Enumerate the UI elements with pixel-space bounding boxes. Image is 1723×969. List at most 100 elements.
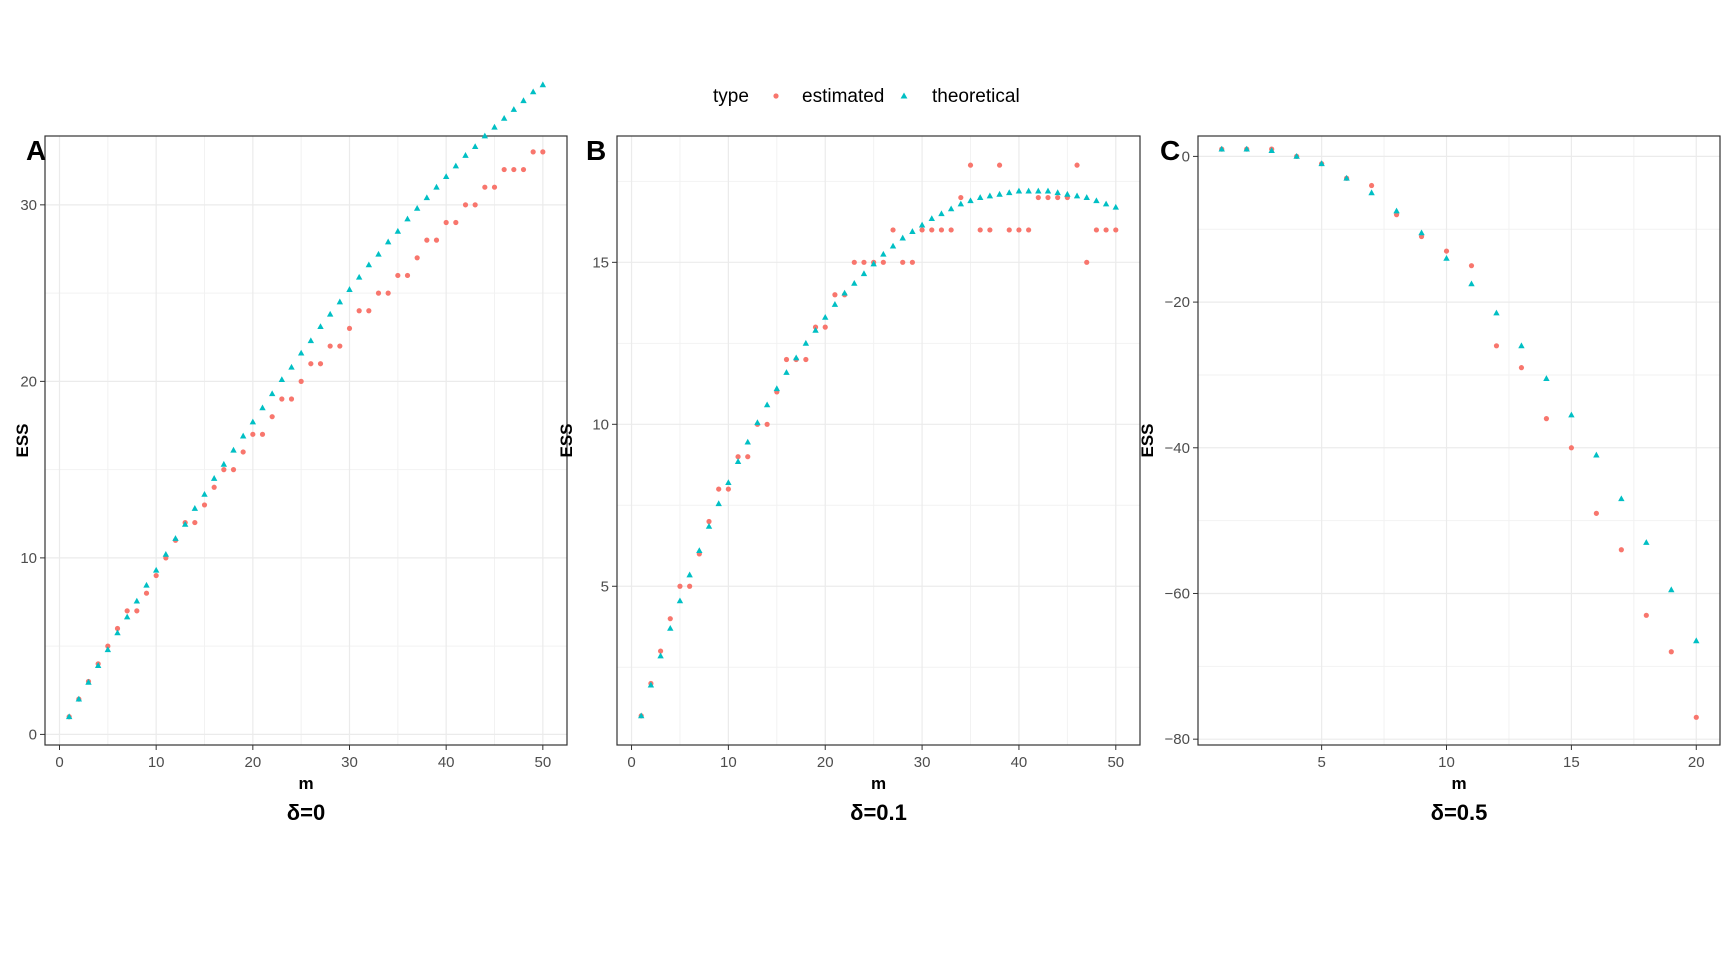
series-estimated bbox=[66, 149, 546, 720]
y-tick-label: 0 bbox=[1182, 148, 1190, 165]
point-estimated bbox=[851, 259, 857, 265]
point-theoretical bbox=[249, 418, 257, 425]
panel-border bbox=[1197, 135, 1721, 746]
point-estimated bbox=[783, 356, 790, 363]
point-estimated bbox=[861, 259, 867, 265]
point-theoretical bbox=[860, 270, 868, 277]
point-estimated bbox=[337, 343, 343, 349]
point-theoretical bbox=[259, 404, 266, 411]
point-theoretical bbox=[1368, 189, 1375, 196]
point-theoretical bbox=[725, 479, 732, 486]
point-theoretical bbox=[114, 629, 121, 636]
point-theoretical bbox=[1393, 207, 1400, 214]
point-theoretical bbox=[191, 505, 199, 511]
legend-estimated-label: estimated bbox=[802, 86, 884, 107]
point-theoretical bbox=[676, 597, 684, 604]
point-estimated bbox=[143, 590, 150, 596]
point-theoretical bbox=[851, 279, 858, 286]
point-theoretical bbox=[423, 194, 431, 201]
point-theoretical bbox=[938, 210, 945, 217]
point-theoretical bbox=[909, 228, 916, 234]
point-theoretical bbox=[326, 310, 334, 317]
point-theoretical bbox=[1243, 145, 1250, 152]
x-tick-label: 50 bbox=[1107, 754, 1124, 771]
point-estimated bbox=[201, 502, 208, 508]
legend-theoretical-key bbox=[900, 92, 908, 99]
point-estimated bbox=[346, 325, 353, 332]
point-theoretical bbox=[763, 401, 771, 408]
point-estimated bbox=[1035, 194, 1041, 201]
point-estimated bbox=[735, 454, 741, 460]
point-theoretical bbox=[268, 390, 276, 397]
point-theoretical bbox=[1493, 309, 1500, 316]
y-tick-label: 20 bbox=[20, 373, 37, 390]
point-theoretical bbox=[1035, 187, 1042, 194]
point-estimated bbox=[317, 361, 324, 367]
point-estimated bbox=[667, 616, 673, 622]
panel-tag: A bbox=[26, 135, 46, 166]
point-estimated bbox=[1518, 365, 1525, 371]
x-tick-label: 0 bbox=[55, 754, 63, 771]
point-theoretical bbox=[462, 152, 469, 158]
x-tick-label: 20 bbox=[244, 754, 261, 771]
point-estimated bbox=[1084, 259, 1090, 265]
y-tick-label: 30 bbox=[20, 197, 37, 214]
point-estimated bbox=[1006, 227, 1012, 233]
point-theoretical bbox=[500, 114, 508, 121]
legend: type estimated theoretical bbox=[713, 86, 1020, 107]
point-theoretical bbox=[986, 192, 994, 199]
x-tick-label: 30 bbox=[341, 754, 358, 771]
point-theoretical bbox=[754, 419, 761, 426]
point-estimated bbox=[929, 227, 935, 233]
point-theoretical bbox=[1268, 147, 1275, 153]
series-theoretical bbox=[65, 81, 547, 720]
point-estimated bbox=[250, 431, 256, 437]
point-theoretical bbox=[1468, 280, 1475, 287]
point-estimated bbox=[530, 149, 536, 155]
point-estimated bbox=[958, 194, 964, 201]
point-estimated bbox=[1493, 343, 1500, 349]
point-estimated bbox=[443, 219, 449, 226]
point-estimated bbox=[803, 356, 809, 363]
panel-caption: δ=0.1 bbox=[850, 800, 907, 825]
x-tick-label: 20 bbox=[1688, 754, 1705, 771]
point-theoretical bbox=[278, 376, 286, 382]
point-theoretical bbox=[210, 475, 218, 481]
point-estimated bbox=[433, 237, 440, 243]
point-theoretical bbox=[394, 227, 402, 234]
point-theoretical bbox=[539, 81, 547, 88]
point-theoretical bbox=[94, 662, 102, 668]
point-estimated bbox=[385, 290, 391, 296]
point-theoretical bbox=[1618, 495, 1625, 502]
point-theoretical bbox=[375, 250, 382, 257]
point-theoretical bbox=[889, 242, 897, 249]
point-estimated bbox=[1468, 263, 1475, 269]
panel-border bbox=[44, 135, 568, 746]
point-estimated bbox=[482, 184, 488, 190]
point-theoretical bbox=[1443, 254, 1450, 261]
point-theoretical bbox=[880, 250, 887, 257]
point-theoretical bbox=[1343, 174, 1350, 181]
series-theoretical bbox=[1218, 145, 1700, 644]
legend-title: type bbox=[713, 86, 749, 107]
point-estimated bbox=[259, 431, 266, 437]
point-theoretical bbox=[773, 385, 781, 392]
point-estimated bbox=[414, 255, 420, 261]
point-theoretical bbox=[1025, 187, 1032, 194]
point-theoretical bbox=[1015, 187, 1023, 194]
point-estimated bbox=[240, 449, 246, 455]
point-theoretical bbox=[802, 339, 810, 346]
panel-a: 0 10 20 30 40 50 0 10 20 30 m δ=0 ESS A bbox=[13, 81, 568, 825]
minor-grid bbox=[617, 136, 1140, 745]
point-theoretical bbox=[162, 550, 170, 557]
point-theoretical bbox=[783, 369, 790, 375]
point-theoretical bbox=[918, 221, 926, 228]
point-theoretical bbox=[928, 215, 935, 222]
point-theoretical bbox=[822, 314, 829, 320]
point-theoretical bbox=[1543, 375, 1550, 381]
point-theoretical bbox=[433, 183, 440, 190]
point-theoretical bbox=[947, 205, 955, 212]
point-theoretical bbox=[297, 349, 305, 356]
point-theoretical bbox=[734, 458, 742, 464]
point-theoretical bbox=[1044, 187, 1052, 194]
